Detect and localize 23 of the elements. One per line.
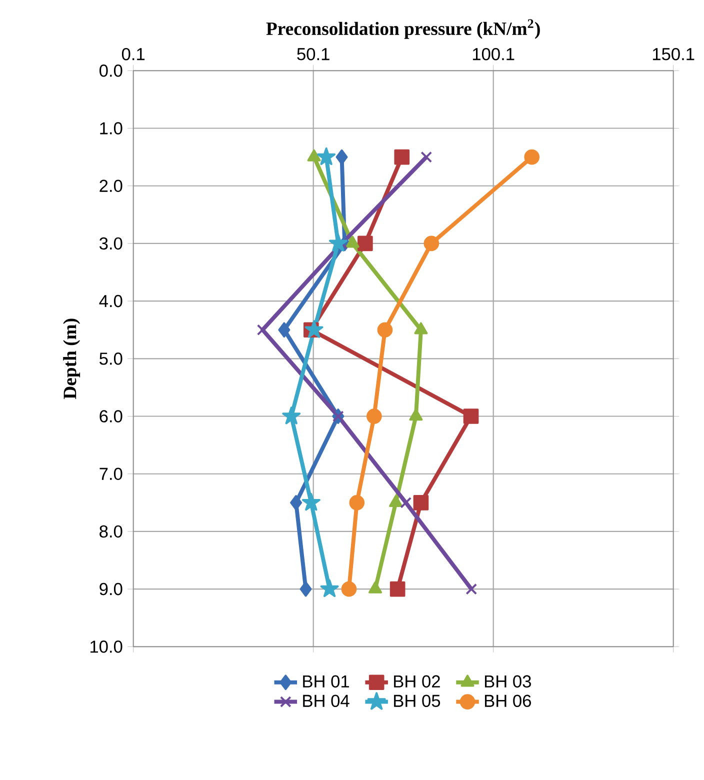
- y-tick-label: 0.0: [100, 64, 122, 77]
- legend-label: BH 04: [303, 694, 350, 708]
- legend-label: BH 05: [394, 694, 440, 708]
- y-tick-label: 9.0: [100, 582, 122, 596]
- y-tick-label: 2.0: [100, 180, 122, 192]
- x-axis-title: Preconsolidation pressure (kN/m$^{2}$): [266, 19, 540, 39]
- x-tick-label: 0.1: [122, 48, 145, 60]
- y-tick-label: 3.0: [100, 237, 122, 250]
- y-tick-label: 5.0: [100, 352, 122, 365]
- legend-label: BH 06: [484, 694, 531, 708]
- x-tick-label: 50.1: [297, 48, 330, 60]
- legend-label: BH 01: [303, 675, 350, 688]
- y-tick-label: 7.0: [100, 468, 122, 480]
- y-tick-label: 10.0: [90, 640, 122, 653]
- legend-label: BH 03: [484, 675, 531, 688]
- y-tick-label: 8.0: [100, 525, 122, 538]
- x-tick-label: 100.1: [472, 48, 514, 60]
- y-axis-title: Depth (m): [63, 318, 80, 400]
- y-tick-label: 4.0: [99, 294, 122, 308]
- y-tick-label: 6.0: [100, 410, 122, 422]
- y-tick-label: 1.0: [100, 122, 122, 134]
- x-tick-label: 150.1: [652, 48, 694, 60]
- legend-label: BH 02: [394, 675, 440, 688]
